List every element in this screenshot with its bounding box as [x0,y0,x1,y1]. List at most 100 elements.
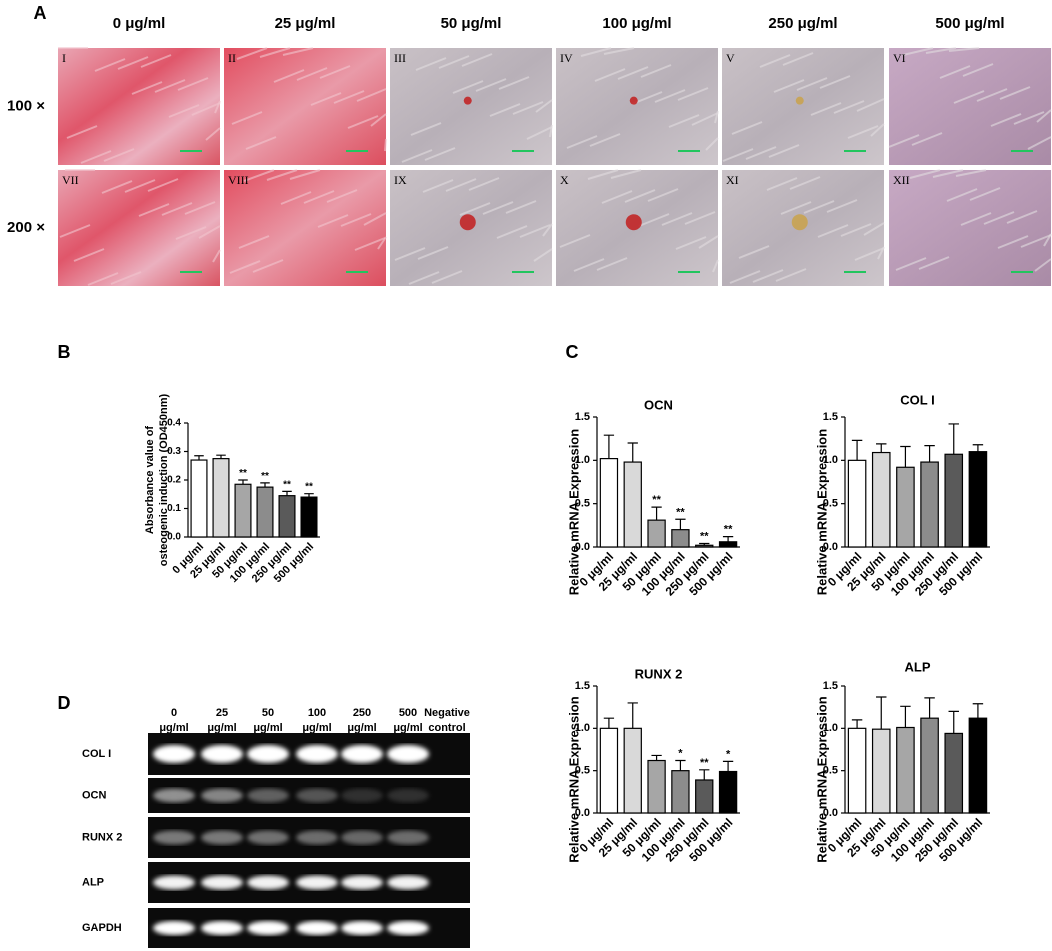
cell-streak [168,104,200,118]
cell-streak [549,124,553,138]
cell-streak [999,86,1031,100]
row-label: 200 × [7,219,45,236]
bar [896,726,915,814]
cell-streak [573,258,605,272]
cell-streak [969,187,1001,201]
cell-streak [356,88,387,102]
cell-streak [647,188,679,202]
cell-streak [661,212,693,226]
y-tick-label: 1.5 [575,411,590,423]
bar [968,717,988,814]
gene-label: GAPDH [82,922,122,934]
cell-streak [601,190,633,204]
micrograph [390,48,552,165]
y-tick-label: 0.2 [167,475,181,486]
bar [944,453,964,548]
chart-title: COL I [900,392,934,407]
error-bar [675,518,686,530]
cell-streak [1043,233,1052,247]
cell-streak [475,78,507,92]
cell-streak [684,211,716,225]
gel-band [153,830,195,845]
cell-streak [410,122,442,136]
lane-label: 25 [216,707,228,719]
cell-streak [154,79,186,93]
y-tick-label: 0.5 [823,765,838,777]
bar [623,461,642,548]
y-axis-label: osteogenic induction (OD450nm) [158,393,170,566]
cell-streak [101,180,133,194]
significance: ** [676,506,685,518]
cell-streak [175,226,207,240]
gel-band [387,788,429,803]
image-label: V [726,51,735,65]
gene-label: ALP [82,876,104,888]
cell-streak [317,214,349,228]
gel-band [201,921,243,935]
bar [718,541,738,548]
image-label: XI [726,173,739,187]
error-bar [282,490,292,496]
y-axis-label: Relative mRNA Expression [814,696,829,862]
cell-streak [124,179,156,193]
y-tick-label: 1.5 [823,680,838,692]
cell-streak [131,81,163,95]
bar [234,483,252,538]
cell-streak [847,125,879,139]
error-bar [948,710,959,734]
cell-streak [363,212,387,226]
error-bar [194,455,204,461]
y-tick-label: 0.0 [575,807,590,819]
cell-streak [214,100,221,114]
gel-band [387,921,429,935]
cell-streak [738,245,770,259]
error-bar [948,423,959,455]
cell-streak [729,270,761,284]
error-bar [627,702,638,729]
cell-streak [445,178,477,192]
cell-streak [519,224,551,238]
cell-streak [1027,136,1052,150]
gel-band [341,788,383,803]
bar [599,458,619,548]
gel-band [341,921,383,935]
gel-band [296,830,338,845]
cell-streak [87,272,119,286]
image-label: IV [560,51,573,65]
cell-streak [347,115,379,129]
cell-streak [789,176,821,190]
cell-streak [932,169,964,178]
bar [671,770,690,814]
cell-streak [459,202,491,216]
cell-streak [810,102,842,116]
y-axis-label: Relative mRNA Expression [566,429,581,595]
cell-streak [870,123,885,137]
cell-streak [819,75,851,89]
cell-streak [377,236,387,250]
y-tick-label: 1.5 [823,411,838,423]
cell-streak [566,135,598,149]
cell-streak [780,201,812,215]
cell-streak [461,53,493,67]
cell-streak [990,113,1022,127]
cell-streak [960,212,992,226]
cell-streak [59,224,91,238]
bar [871,451,891,548]
bar [623,727,642,814]
cell-streak [796,77,828,91]
cell-streak [775,268,807,282]
panel-label: B [58,342,71,362]
cell-streak [895,257,927,271]
bar [256,486,274,538]
cell-streak [640,64,672,78]
cell-streak [280,191,312,205]
cell-streak [498,76,530,90]
cell-streak [238,235,270,249]
y-tick-label: 0.0 [823,541,838,553]
cell-streak [939,65,971,79]
bar [695,779,714,814]
y-tick-label: 0.0 [167,532,181,543]
gel-band [341,830,383,845]
y-tick-label: 1.0 [575,454,590,466]
cell-streak [803,200,835,214]
